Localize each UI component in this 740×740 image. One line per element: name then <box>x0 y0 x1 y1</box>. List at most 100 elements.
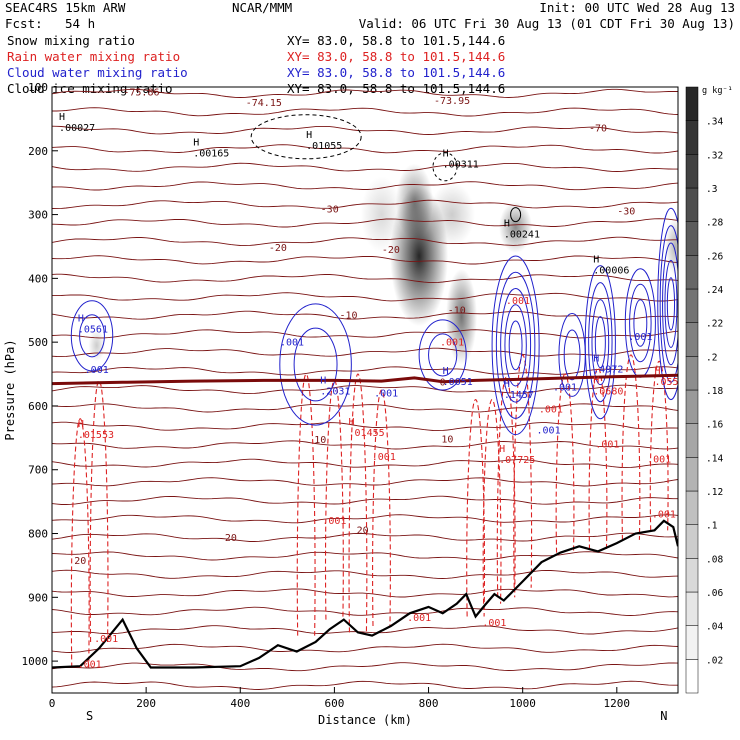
y-tick-label: 800 <box>28 528 48 541</box>
init-time: Init: 00 UTC Wed 28 Aug 13 <box>539 0 735 15</box>
isotherm-line <box>52 366 678 376</box>
isotherm-line <box>52 218 678 228</box>
header: SEAC4RS 15km ARW NCAR/MMM Init: 00 UTC W… <box>5 0 735 96</box>
colorbar-cell <box>685 322 699 357</box>
isotherm-line <box>52 477 678 487</box>
temperature-contours <box>52 88 678 690</box>
colorbar-cell <box>685 187 699 222</box>
colorbar-tick-label: .06 <box>706 588 723 599</box>
colorbar-cell <box>685 558 699 593</box>
contour-label: .001 <box>94 634 118 645</box>
cloud-water-contour <box>504 304 527 387</box>
colorbar-cell <box>685 659 699 694</box>
isotherm-line <box>52 421 678 432</box>
colorbar-cell <box>685 457 699 492</box>
y-tick-label: 100 <box>28 81 48 94</box>
rain-contour <box>348 373 368 633</box>
rain-contour <box>89 379 109 642</box>
rain-contour <box>555 373 575 553</box>
isotherm-line <box>52 292 678 302</box>
terrain-line <box>52 519 678 669</box>
forecast-label: Fcst: <box>5 16 43 31</box>
extremum-value: .00006 <box>593 265 629 276</box>
cloud-ice-contour <box>432 152 458 182</box>
colorbar-unit: g kg⁻¹ <box>702 86 733 96</box>
cloud-ice-contour <box>250 114 362 160</box>
x-tick-label: 1200 <box>604 697 631 710</box>
isotherm-line <box>52 329 678 339</box>
y-tick-label: 200 <box>28 145 48 158</box>
temperature-label: -70 <box>589 124 607 135</box>
temperature-label: 20 <box>74 556 86 567</box>
south-label: S <box>86 709 93 723</box>
isotherm-line <box>52 588 678 598</box>
colorbar-tick-label: .34 <box>706 117 723 128</box>
isotherm-line <box>52 236 678 247</box>
colorbar-tick-label: .18 <box>706 386 723 397</box>
field-cloudwater-xy: XY= 83.0, 58.8 to 101.5,144.6 <box>287 65 505 80</box>
rain-contour <box>482 399 502 604</box>
colorbar-tick-label: .32 <box>706 150 723 161</box>
colorbar-tick-label: .1 <box>706 521 718 532</box>
field-cloudice-name: Cloud ice mixing ratio <box>7 81 173 96</box>
rain-contour <box>588 367 608 550</box>
contour-label: .001 <box>628 332 652 343</box>
cloud-water-contour <box>666 277 676 331</box>
cloud-water-contour <box>664 259 678 348</box>
cloud-water-contours <box>70 207 678 436</box>
extremum-value: .1457 <box>504 390 534 401</box>
contour-label: .001 <box>595 439 619 450</box>
contour-label: .001 <box>539 404 563 415</box>
contour-label: .001 <box>506 296 530 307</box>
extremum-value: .00241 <box>504 230 540 241</box>
isotherm-line <box>52 199 678 210</box>
rain-contour <box>324 379 344 620</box>
freezing-level-line <box>52 373 678 386</box>
field-rain-name: Rain water mixing ratio <box>7 49 180 64</box>
cloud-water-contour <box>495 271 536 419</box>
contour-label: .001 <box>652 510 676 521</box>
north-label: N <box>660 709 667 723</box>
y-tick-label: 700 <box>28 464 48 477</box>
extremum-value: .0680 <box>593 387 623 398</box>
extremum-value: .4972 <box>593 364 623 375</box>
x-tick-label: 200 <box>136 697 156 710</box>
contour-label: .001 <box>85 365 109 376</box>
extremum-mark: H <box>593 254 599 265</box>
y-tick-label: 600 <box>28 400 48 413</box>
extremum-mark: H <box>306 130 312 141</box>
isotherm-line <box>52 255 678 265</box>
cloud-water-contour <box>491 255 540 436</box>
isotherm-line <box>52 680 678 690</box>
x-tick-label: 1000 <box>509 697 536 710</box>
temperature-label: 20 <box>357 526 369 537</box>
cloud-ice-contour <box>510 207 522 223</box>
temperature-label: 20 <box>225 533 237 544</box>
y-tick-label: 500 <box>28 336 48 349</box>
cloud-water-contour <box>633 299 648 347</box>
snow-plume <box>360 176 403 253</box>
extremum-value: .01055 <box>306 141 342 152</box>
contour-label: .001 <box>78 659 102 670</box>
contour-label: .001 <box>322 516 346 527</box>
extremum-value: .0555 <box>654 377 684 388</box>
temperature-label: -30 <box>321 205 339 216</box>
x-tick-label: 400 <box>230 697 250 710</box>
colorbar-tick-label: .26 <box>706 251 723 262</box>
isotherm-line <box>52 551 678 561</box>
cloud-water-contour <box>588 282 613 403</box>
extremum-mark: H <box>78 314 84 325</box>
extremum-mark: H <box>504 379 510 390</box>
extremum-mark: H <box>593 353 599 364</box>
contour-label: .001 <box>482 618 506 629</box>
plot-frame <box>51 86 679 694</box>
colorbar-cell <box>685 86 699 121</box>
extremum-value: .00165 <box>193 149 229 160</box>
temperature-label: 10 <box>314 435 326 446</box>
contour-label: .001 <box>440 337 464 348</box>
contour-labels: -70 -74.15 -73.95 -75.86 -30 -30 -20 -20 -10 -10 0… <box>59 87 684 670</box>
isotherm-line <box>52 384 678 395</box>
extremum-value: .00027 <box>59 123 95 134</box>
extremum-value: .01553 <box>78 430 114 441</box>
